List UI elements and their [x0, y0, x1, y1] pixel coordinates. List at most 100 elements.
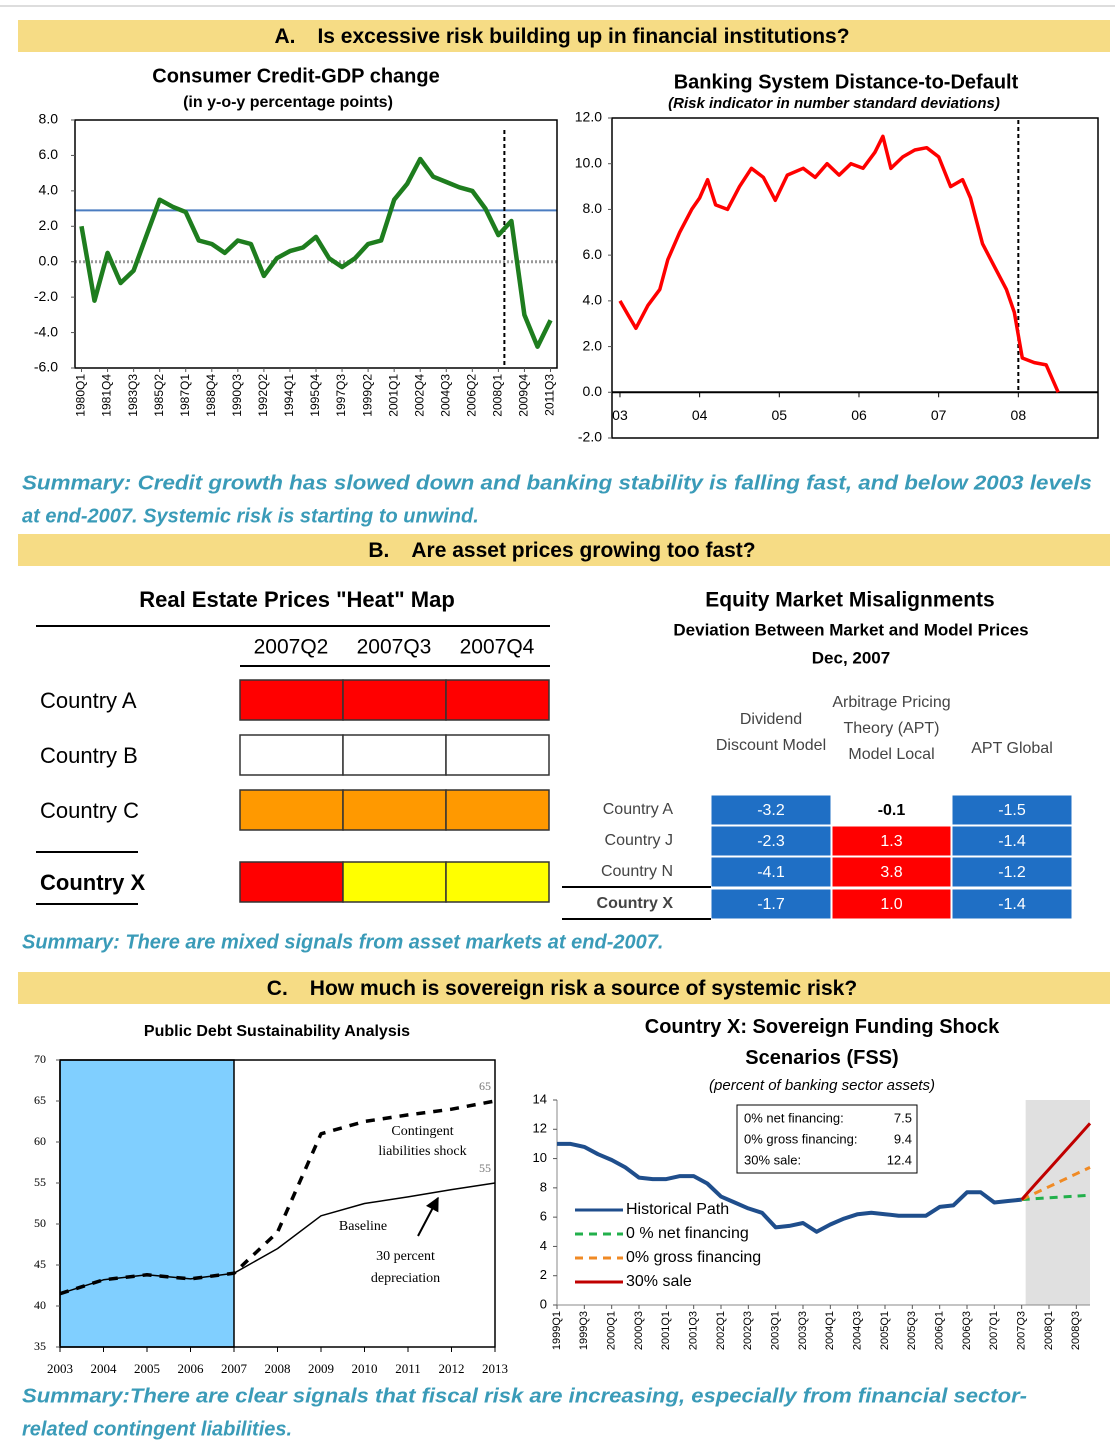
table-subtitle: Deviation Between Market and Model Price…: [673, 620, 1028, 639]
cell-value: -2.3: [757, 833, 785, 850]
x-tick-label: 1980Q1: [74, 374, 88, 417]
x-tick-label: 06: [851, 407, 867, 423]
y-tick-label: 10: [533, 1150, 547, 1165]
column-header: 2007Q2: [254, 636, 329, 659]
section-band: [18, 20, 1110, 52]
series-annotation-box: Contingent liabilities shock: [378, 1124, 466, 1159]
x-tick-label: 2006: [178, 1361, 205, 1376]
scenario-value: 12.4: [887, 1152, 912, 1167]
x-tick-label: 04: [692, 407, 708, 423]
y-tick-label: 70: [34, 1052, 46, 1066]
x-tick-label: 2007Q1: [988, 1311, 1000, 1350]
x-tick-label: 2008Q1: [491, 374, 505, 417]
table-cell: [831, 825, 952, 857]
section-question: Is excessive risk building up in financi…: [317, 25, 849, 48]
legend-label: 30% sale: [626, 1273, 692, 1290]
x-tick-label: 2003Q3: [797, 1311, 809, 1350]
cell-value: 1.3: [880, 833, 902, 850]
summary-text: Summary:There are clear signals that fis…: [22, 1385, 1027, 1407]
heat-cell: [445, 789, 550, 831]
y-tick-label: 8.0: [39, 111, 59, 127]
scenario-box: [736, 1104, 918, 1174]
y-tick-label: 50: [34, 1216, 46, 1230]
heat-cell: [445, 734, 550, 776]
summary-text: Summary: There are mixed signals from as…: [22, 931, 663, 953]
section-letter: B.: [368, 539, 389, 562]
cell-value: -1.5: [998, 802, 1026, 819]
table-cell: [951, 825, 1073, 857]
x-tick-label: 2001Q3: [688, 1311, 700, 1350]
cell-value: -3.2: [757, 802, 785, 819]
chart-title: Public Debt Sustainability Analysis: [144, 1023, 410, 1040]
x-tick-label: 2004Q3: [438, 374, 452, 417]
x-tick-label: 1994Q1: [282, 374, 296, 417]
y-tick-label: 45: [34, 1257, 46, 1271]
scenario-value: 9.4: [894, 1131, 912, 1146]
x-tick-label: 2009: [308, 1361, 334, 1376]
series-line: [618, 134, 1060, 394]
section-question: How much is sovereign risk a source of s…: [310, 977, 857, 1000]
x-tick-label: 2003: [47, 1361, 73, 1376]
series-line: [59, 1099, 496, 1296]
table-cell: [951, 888, 1073, 920]
projection-shade: [59, 1059, 235, 1348]
y-tick-label: 14: [533, 1091, 547, 1106]
chart-title: Country X: Sovereign Funding Shock Scena…: [644, 1016, 1000, 1069]
chart-subtitle: (Risk indicator in number standard devia…: [668, 95, 1000, 112]
series-line: [1021, 1166, 1091, 1201]
cell-value: 3.8: [880, 864, 902, 881]
x-tick-label: 2010: [352, 1361, 378, 1376]
x-tick-label: 2013: [482, 1361, 508, 1376]
table-cell: [831, 888, 952, 920]
x-tick-label: 2012: [439, 1361, 465, 1376]
series-line: [557, 1141, 1022, 1234]
cell-value: -1.2: [998, 864, 1026, 881]
row-label: Country B: [40, 743, 138, 768]
section-heading: B. Are asset prices growing too fast?: [368, 539, 755, 562]
row-label: Country C: [40, 798, 139, 823]
x-tick-label: 2007: [221, 1361, 248, 1376]
y-tick-label: 8: [540, 1179, 547, 1194]
column-header: APT Global: [971, 740, 1053, 757]
plot-frame: [74, 119, 558, 369]
column-header: 2007Q3: [357, 636, 432, 659]
y-tick-label: 35: [34, 1339, 46, 1353]
end-value-label: 65: [479, 1079, 491, 1093]
column-header-box: APT Global: [971, 740, 1053, 757]
x-tick-label: 2011: [395, 1361, 421, 1376]
summary-text: related contingent liabilities.: [22, 1418, 292, 1440]
forecast-shade: [1025, 1100, 1090, 1305]
heat-cell: [239, 734, 344, 776]
end-value-label: 55: [479, 1161, 491, 1175]
table-title: Real Estate Prices "Heat" Map: [139, 587, 455, 612]
x-tick-label: 2003Q1: [770, 1311, 782, 1350]
x-tick-label: 05: [772, 407, 788, 423]
y-tick-label: 2.0: [39, 217, 59, 233]
y-tick-label: 12.0: [575, 109, 602, 125]
x-tick-label: 08: [1011, 407, 1027, 423]
y-tick-label: 6: [540, 1209, 547, 1224]
heat-cell: [239, 789, 344, 831]
y-tick-label: 6.0: [583, 246, 603, 262]
x-tick-label: 1983Q3: [126, 374, 140, 417]
section-letter: C.: [267, 977, 288, 1000]
table-cell: [951, 856, 1073, 888]
table-cell: [951, 794, 1073, 826]
x-tick-label: 1987Q1: [178, 374, 192, 417]
y-tick-label: 55: [34, 1175, 46, 1189]
x-tick-label: 1997Q3: [334, 374, 348, 417]
x-tick-label: 07: [931, 407, 947, 423]
series-annotation: Baseline: [338, 1219, 388, 1234]
chart-title-box: Country X: Sovereign Funding Shock Scena…: [644, 1016, 1000, 1069]
y-tick-label: 0.0: [583, 383, 603, 399]
heat-cell: [342, 734, 447, 776]
x-tick-label: 2006Q2: [464, 374, 478, 417]
scenario-value: 7.5: [894, 1110, 912, 1125]
row-label: Country N: [601, 863, 673, 880]
x-tick-label: 1981Q4: [100, 374, 114, 417]
y-tick-label: 65: [34, 1093, 46, 1107]
chart-subtitle: (in y-o-y percentage points): [183, 94, 393, 111]
scenario-label: 0% net financing:: [744, 1110, 844, 1125]
table-date: Dec, 2007: [812, 648, 890, 667]
